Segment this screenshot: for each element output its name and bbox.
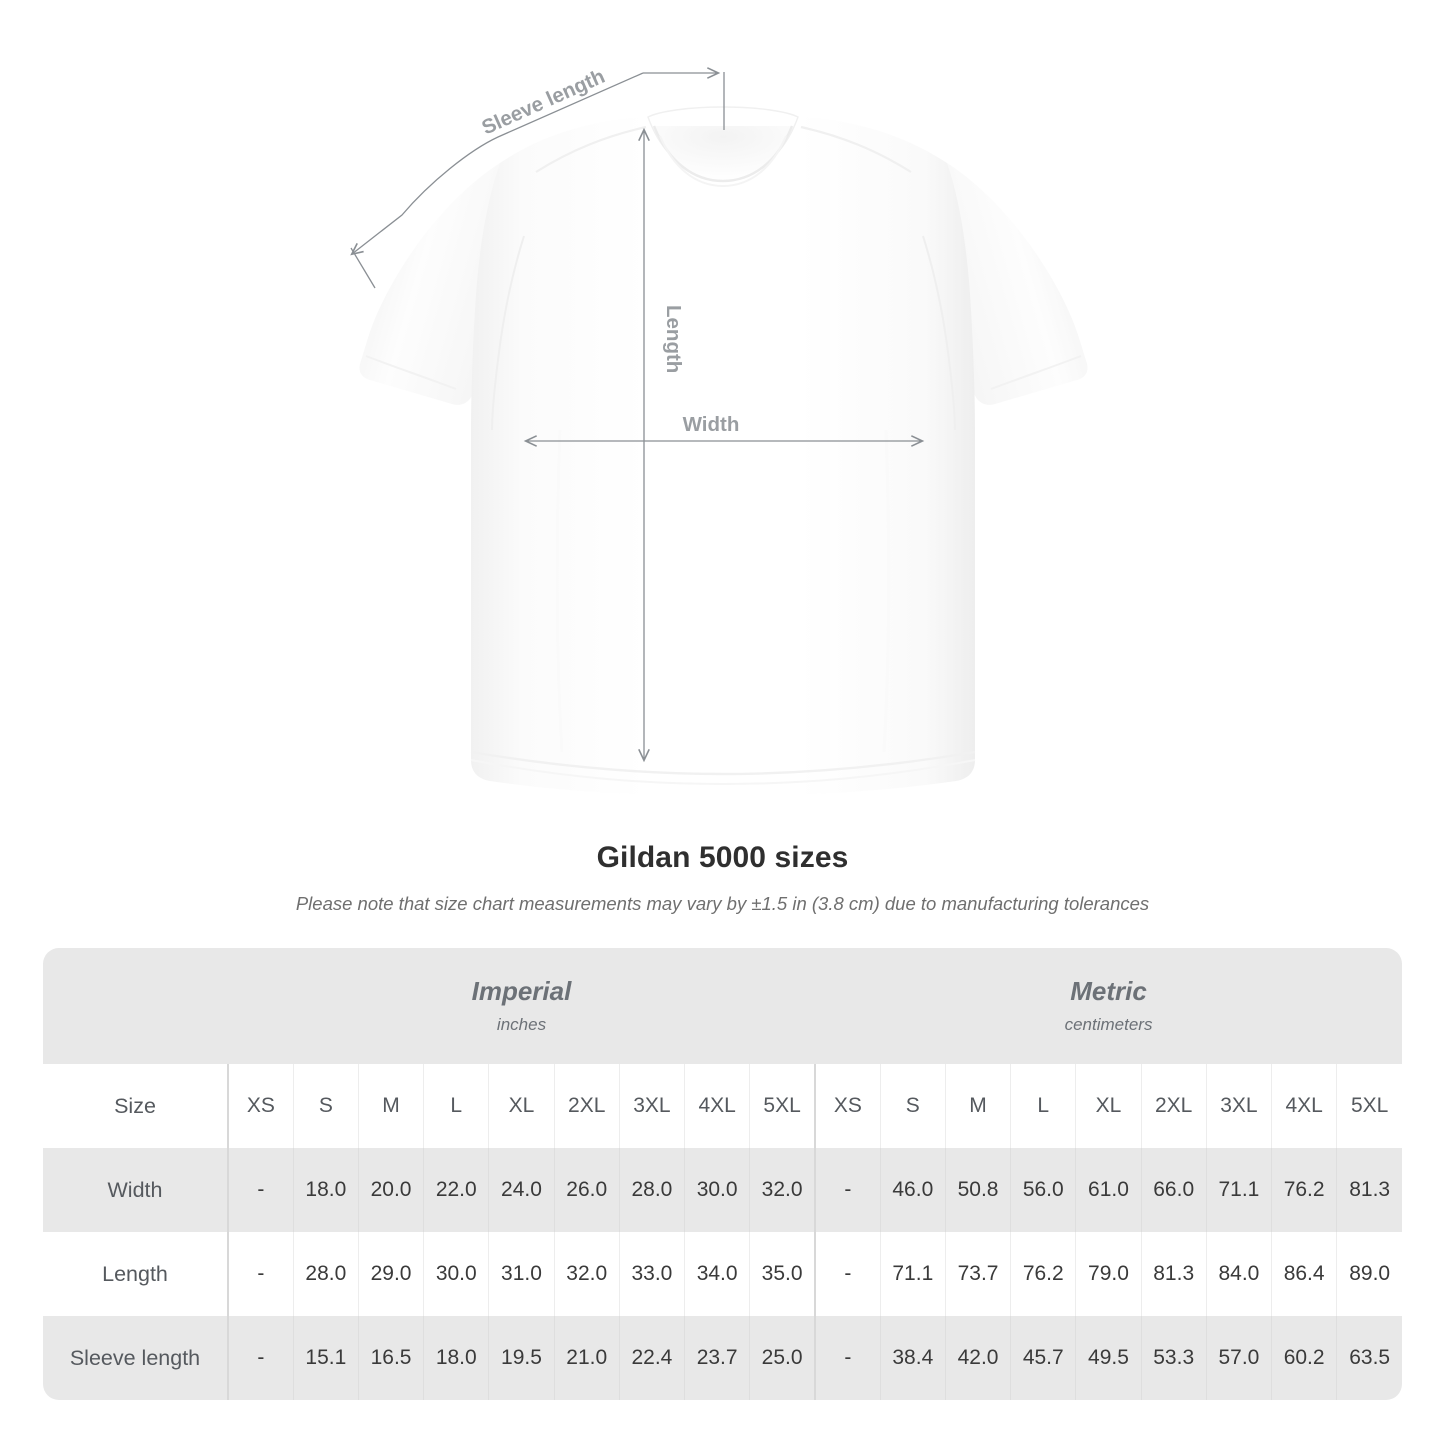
unit-subtitle: inches (496, 1015, 547, 1034)
tolerance-note: Please note that size chart measurements… (295, 893, 1150, 914)
cell-length-metric-m: 73.7 (944, 1232, 1011, 1316)
size-header-metric-xs: XS (813, 1064, 881, 1148)
size-header-row: Size XS S M L XL 2XL 3XL 4XL 5XL XS S M L XL 2XL 3XL 4XL 5… (43, 1064, 1403, 1148)
size-header-metric-4xl: 4XL (1271, 1064, 1337, 1148)
size-corner-label: Size (43, 1064, 228, 1148)
size-chart-table-wrapper: Imperial inches Metric centimeters Size XS S M L… (43, 948, 1403, 1400)
cell-sleeve-length-metric-l: 45.7 (1010, 1316, 1076, 1400)
cell-width-metric-s: 46.0 (879, 1148, 946, 1232)
cell-width-metric-xs: - (813, 1148, 881, 1232)
cell-length-imperial-5xl: 35.0 (749, 1232, 815, 1316)
tshirt-diagram: Sleeve length Length Width (350, 65, 1088, 796)
unit-header-imperial: Imperial inches (228, 948, 815, 1064)
row-label-length: Length (43, 1232, 228, 1316)
width-label: Width (683, 413, 740, 436)
cell-width-imperial-5xl: 32.0 (749, 1148, 815, 1232)
unit-header-metric: Metric centimeters (814, 948, 1403, 1064)
size-header-imperial-xs: XS (226, 1064, 294, 1148)
size-header-imperial-m: M (357, 1064, 424, 1148)
cell-length-imperial-xs: - (226, 1232, 294, 1316)
row-label-width: Width (43, 1148, 228, 1232)
unit-banner-row: Imperial inches Metric centimeters (43, 948, 1403, 1064)
cell-length-imperial-s: 28.0 (292, 1232, 359, 1316)
unit-name: Imperial (471, 976, 572, 1006)
cell-length-imperial-l: 30.0 (423, 1232, 489, 1316)
cell-length-imperial-xl: 31.0 (488, 1232, 555, 1316)
size-chart-table: Imperial inches Metric centimeters Size XS S M L… (43, 948, 1403, 1400)
size-header-imperial-l: L (423, 1064, 489, 1148)
cell-sleeve-length-imperial-m: 16.5 (357, 1316, 424, 1400)
cell-length-metric-2xl: 81.3 (1140, 1232, 1207, 1316)
cell-width-metric-xl: 61.0 (1075, 1148, 1142, 1232)
size-header-imperial-5xl: 5XL (749, 1064, 815, 1148)
cell-sleeve-length-metric-4xl: 60.2 (1271, 1316, 1337, 1400)
cell-sleeve-length-metric-5xl: 63.5 (1336, 1316, 1403, 1400)
cell-length-metric-xl: 79.0 (1075, 1232, 1142, 1316)
cell-width-imperial-2xl: 26.0 (553, 1148, 620, 1232)
cell-width-metric-4xl: 76.2 (1271, 1148, 1337, 1232)
cell-sleeve-length-metric-2xl: 53.3 (1140, 1316, 1207, 1400)
row-label-sleeve-length: Sleeve length (43, 1316, 228, 1400)
cell-length-imperial-4xl: 34.0 (684, 1232, 750, 1316)
cell-sleeve-length-metric-xl: 49.5 (1075, 1316, 1142, 1400)
unit-name: Metric (1070, 976, 1147, 1006)
cell-length-imperial-m: 29.0 (357, 1232, 424, 1316)
cell-sleeve-length-imperial-xl: 19.5 (488, 1316, 555, 1400)
cell-sleeve-length-imperial-5xl: 25.0 (749, 1316, 815, 1400)
size-header-metric-2xl: 2XL (1140, 1064, 1207, 1148)
cell-sleeve-length-metric-s: 38.4 (879, 1316, 946, 1400)
cell-length-metric-l: 76.2 (1010, 1232, 1076, 1316)
size-header-metric-m: M (944, 1064, 1011, 1148)
cell-width-imperial-xs: - (226, 1148, 294, 1232)
cell-width-metric-2xl: 66.0 (1140, 1148, 1207, 1232)
unit-subtitle: centimeters (1064, 1015, 1153, 1034)
sleeve-length-measure (350, 67, 725, 289)
size-header-imperial-4xl: 4XL (684, 1064, 750, 1148)
cell-width-imperial-xl: 24.0 (488, 1148, 555, 1232)
cell-sleeve-length-metric-xs: - (813, 1316, 881, 1400)
cell-length-metric-4xl: 86.4 (1271, 1232, 1337, 1316)
size-header-metric-l: L (1010, 1064, 1076, 1148)
cell-sleeve-length-metric-3xl: 57.0 (1205, 1316, 1272, 1400)
cell-sleeve-length-imperial-s: 15.1 (292, 1316, 359, 1400)
table-row: Length -28.0 29.0 30.0 31.0 32.0 33.0 34.0 35.0-… (43, 1232, 1403, 1316)
title-block: Gildan 5000 sizes Please note that size … (0, 838, 1445, 917)
cell-length-imperial-3xl: 33.0 (618, 1232, 685, 1316)
table-row: Width -18.0 20.0 22.0 24.0 26.0 28.0 30.0 32.0-4… (43, 1148, 1403, 1232)
cell-sleeve-length-imperial-3xl: 22.4 (618, 1316, 685, 1400)
cell-width-imperial-s: 18.0 (292, 1148, 359, 1232)
size-header-imperial-xl: XL (488, 1064, 555, 1148)
cell-width-metric-3xl: 71.1 (1205, 1148, 1272, 1232)
size-header-imperial-s: S (292, 1064, 359, 1148)
cell-sleeve-length-imperial-l: 18.0 (423, 1316, 489, 1400)
shirt-shape (359, 106, 1088, 796)
tshirt-illustration: Sleeve length Length Width (350, 65, 1088, 796)
cell-sleeve-length-imperial-4xl: 23.7 (684, 1316, 750, 1400)
length-label: Length (662, 305, 685, 373)
cell-width-imperial-l: 22.0 (423, 1148, 489, 1232)
size-header-metric-3xl: 3XL (1205, 1064, 1272, 1148)
cell-width-metric-m: 50.8 (944, 1148, 1011, 1232)
cell-length-metric-5xl: 89.0 (1336, 1232, 1403, 1316)
page-title: Gildan 5000 sizes (596, 841, 849, 874)
cell-width-imperial-3xl: 28.0 (618, 1148, 685, 1232)
unit-banner-spacer (43, 948, 228, 1064)
cell-width-imperial-4xl: 30.0 (684, 1148, 750, 1232)
cell-length-metric-3xl: 84.0 (1205, 1232, 1272, 1316)
size-header-imperial-3xl: 3XL (618, 1064, 685, 1148)
cell-sleeve-length-metric-m: 42.0 (944, 1316, 1011, 1400)
cell-width-metric-5xl: 81.3 (1336, 1148, 1403, 1232)
cell-sleeve-length-imperial-xs: - (226, 1316, 294, 1400)
size-header-imperial-2xl: 2XL (553, 1064, 620, 1148)
cell-width-imperial-m: 20.0 (357, 1148, 424, 1232)
cell-sleeve-length-imperial-2xl: 21.0 (553, 1316, 620, 1400)
cell-length-imperial-2xl: 32.0 (553, 1232, 620, 1316)
size-header-metric-xl: XL (1075, 1064, 1142, 1148)
cell-length-metric-s: 71.1 (879, 1232, 946, 1316)
size-header-metric-5xl: 5XL (1336, 1064, 1403, 1148)
cell-width-metric-l: 56.0 (1010, 1148, 1076, 1232)
table-row: Sleeve length -15.1 16.5 18.0 19.5 21.0 22.4 23… (43, 1316, 1403, 1400)
size-header-metric-s: S (879, 1064, 946, 1148)
cell-length-metric-xs: - (813, 1232, 881, 1316)
